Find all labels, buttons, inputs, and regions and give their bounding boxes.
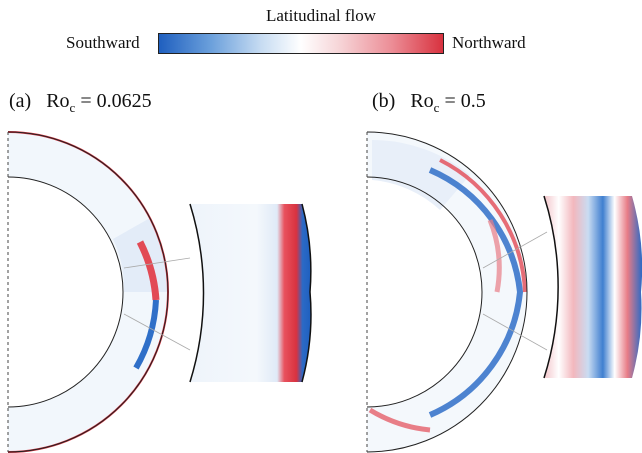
colorbar-title: Latitudinal flow bbox=[265, 6, 376, 25]
panel-a-label: (a) Roc = 0.0625 bbox=[9, 90, 152, 116]
panel-a-shell bbox=[7, 131, 191, 453]
colorbar-right-label: Northward bbox=[452, 33, 526, 52]
panel-a-param-base: Ro bbox=[46, 90, 70, 112]
colorbar bbox=[158, 33, 444, 54]
panel-b-shell bbox=[366, 131, 548, 453]
panel-b-letter: (b) bbox=[372, 90, 396, 112]
panel-b-param-sub: c bbox=[433, 100, 440, 115]
panel-a-zoom bbox=[189, 203, 312, 383]
panel-b-param-value: = 0.5 bbox=[444, 90, 486, 112]
panel-a-param-sub: c bbox=[69, 100, 76, 115]
panel-b-param-base: Ro bbox=[410, 90, 434, 112]
panel-b-label: (b) Roc = 0.5 bbox=[372, 90, 486, 116]
colorbar-left-label: Southward bbox=[66, 33, 140, 52]
panel-b-zoom bbox=[543, 195, 642, 379]
panel-a-letter: (a) bbox=[9, 90, 32, 112]
panel-a-param-value: = 0.0625 bbox=[80, 90, 152, 112]
